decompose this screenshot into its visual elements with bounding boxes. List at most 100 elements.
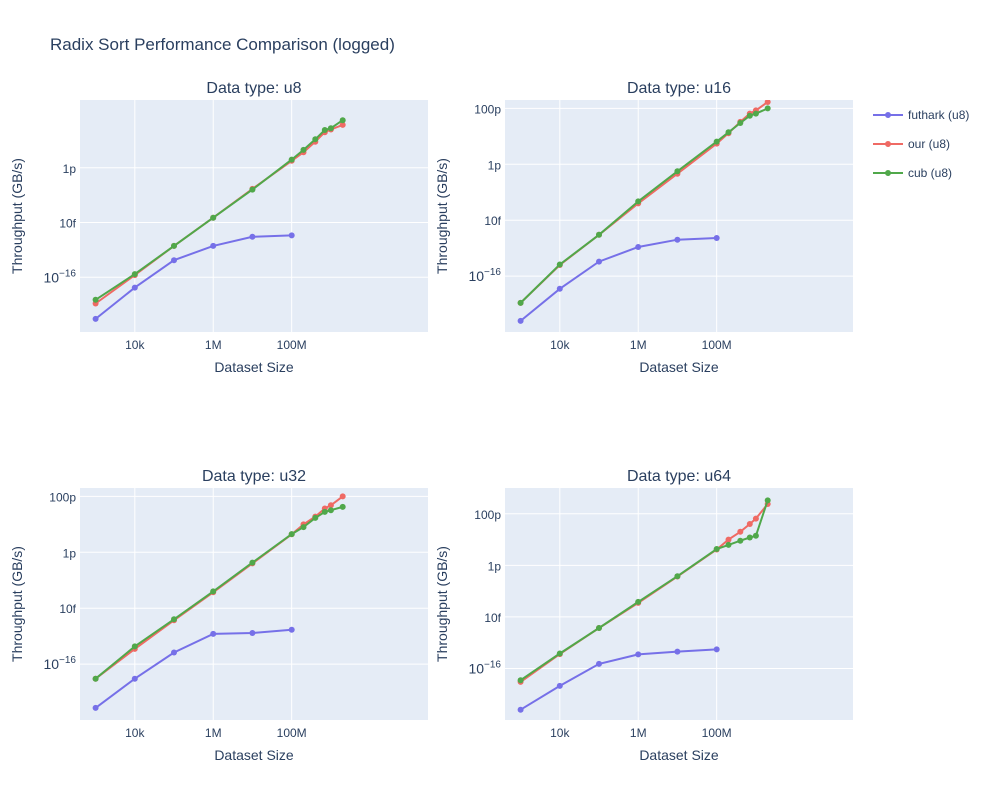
data-point [556, 650, 563, 657]
data-point [288, 626, 295, 633]
legend[interactable]: futhark (u8) our (u8) cub (u8) [873, 108, 969, 180]
x-tick-label: 10k [550, 726, 570, 740]
series-line [520, 648, 717, 711]
data-point [131, 271, 138, 278]
data-point [131, 284, 138, 291]
data-point [517, 706, 524, 713]
x-tick-label: 100M [702, 726, 732, 740]
data-point [249, 630, 256, 636]
data-point [713, 546, 720, 552]
y-tick-label: 1p [63, 162, 77, 176]
data-point [752, 110, 759, 117]
x-axis-label: Dataset Size [214, 359, 294, 375]
y-tick-label: 10−16 [468, 267, 501, 284]
x-tick-label: 100M [702, 338, 732, 352]
data-point [92, 315, 99, 322]
data-point [764, 497, 771, 504]
x-tick-label: 10k [125, 726, 145, 740]
data-point [517, 677, 524, 684]
data-point [171, 242, 177, 249]
subplot-title: Data type: u8 [206, 80, 301, 97]
subplot-3: 10k 1M 100M 10−16 10f 1p 100p Data type: u64 Dat… [434, 468, 853, 763]
legend-item[interactable]: futhark (u8) [873, 108, 969, 122]
data-point [713, 138, 720, 145]
data-point [249, 186, 256, 193]
data-point [635, 198, 642, 205]
x-tick-label: 100M [277, 338, 307, 352]
data-point [556, 261, 563, 268]
legend-item[interactable]: cub (u8) [873, 166, 952, 180]
data-point [288, 156, 295, 163]
data-point [596, 231, 602, 238]
series-line [519, 237, 717, 322]
x-tick-label: 1M [205, 726, 222, 740]
subplot-0: 10k 1M 100M 10−16 10f 1p Data type: u8 Dataset … [9, 80, 428, 375]
data-point [746, 534, 753, 541]
data-point [764, 100, 771, 105]
data-point [321, 508, 328, 515]
x-tick-label: 1M [630, 338, 647, 352]
subplots: 10k 1M 100M 10−16 10f 1p Data type: u8 Dataset … [9, 80, 853, 763]
data-point [725, 129, 732, 136]
data-point [635, 244, 642, 250]
data-point [556, 682, 563, 689]
data-point [288, 531, 295, 538]
series-group [92, 117, 346, 322]
data-point [92, 296, 99, 303]
x-tick-label: 100M [277, 726, 307, 740]
data-point [752, 515, 759, 522]
legend-marker [885, 170, 891, 176]
data-point [339, 121, 346, 128]
data-point [131, 675, 138, 682]
data-point [635, 651, 642, 658]
x-tick-label: 1M [630, 726, 647, 740]
x-axis-label: Dataset Size [214, 747, 294, 763]
data-point [596, 258, 602, 265]
y-tick-label: 100p [49, 490, 76, 504]
legend-marker [885, 112, 891, 118]
data-point [210, 630, 217, 637]
data-point [713, 235, 720, 241]
legend-item[interactable]: our (u8) [873, 137, 950, 151]
y-tick-label: 10−16 [43, 655, 76, 672]
plot-area [505, 100, 853, 332]
data-point [210, 214, 217, 221]
legend-label: futhark (u8) [908, 108, 969, 122]
data-point [596, 660, 602, 667]
x-axis-label: Dataset Size [639, 359, 719, 375]
y-tick-label: 10−16 [468, 659, 501, 676]
series-group [517, 497, 771, 713]
data-point [300, 146, 307, 153]
data-point [171, 257, 177, 264]
data-point [249, 233, 256, 240]
y-axis-label: Throughput (GB/s) [434, 158, 450, 274]
plot-area [80, 100, 428, 332]
subplot-1: 10k 1M 100M 10−16 10f 1p 100p Data type: u16 Dat… [434, 80, 853, 375]
subplot-title: Data type: u32 [202, 468, 306, 485]
x-tick-label: 1M [205, 338, 222, 352]
data-point [327, 507, 334, 514]
x-tick-label: 10k [125, 338, 145, 352]
data-point [737, 537, 744, 544]
x-axis-label: Dataset Size [639, 747, 719, 763]
data-point [635, 598, 642, 605]
data-point [339, 503, 346, 510]
series-group [92, 493, 346, 711]
y-tick-label: 10f [484, 214, 501, 228]
series-line [95, 628, 292, 709]
data-point [674, 648, 681, 655]
data-point [737, 120, 744, 126]
data-point [131, 643, 138, 650]
data-point [339, 117, 346, 124]
subplot-title: Data type: u64 [627, 468, 731, 485]
data-point [752, 532, 759, 539]
series-group [517, 100, 771, 324]
y-tick-label: 1p [63, 546, 77, 560]
y-tick-label: 100p [474, 508, 501, 522]
y-tick-label: 10f [59, 602, 76, 616]
data-point [92, 704, 99, 711]
data-point [517, 299, 524, 306]
y-axis-label: Throughput (GB/s) [9, 546, 25, 662]
legend-label: cub (u8) [908, 166, 952, 180]
data-point [327, 125, 334, 132]
